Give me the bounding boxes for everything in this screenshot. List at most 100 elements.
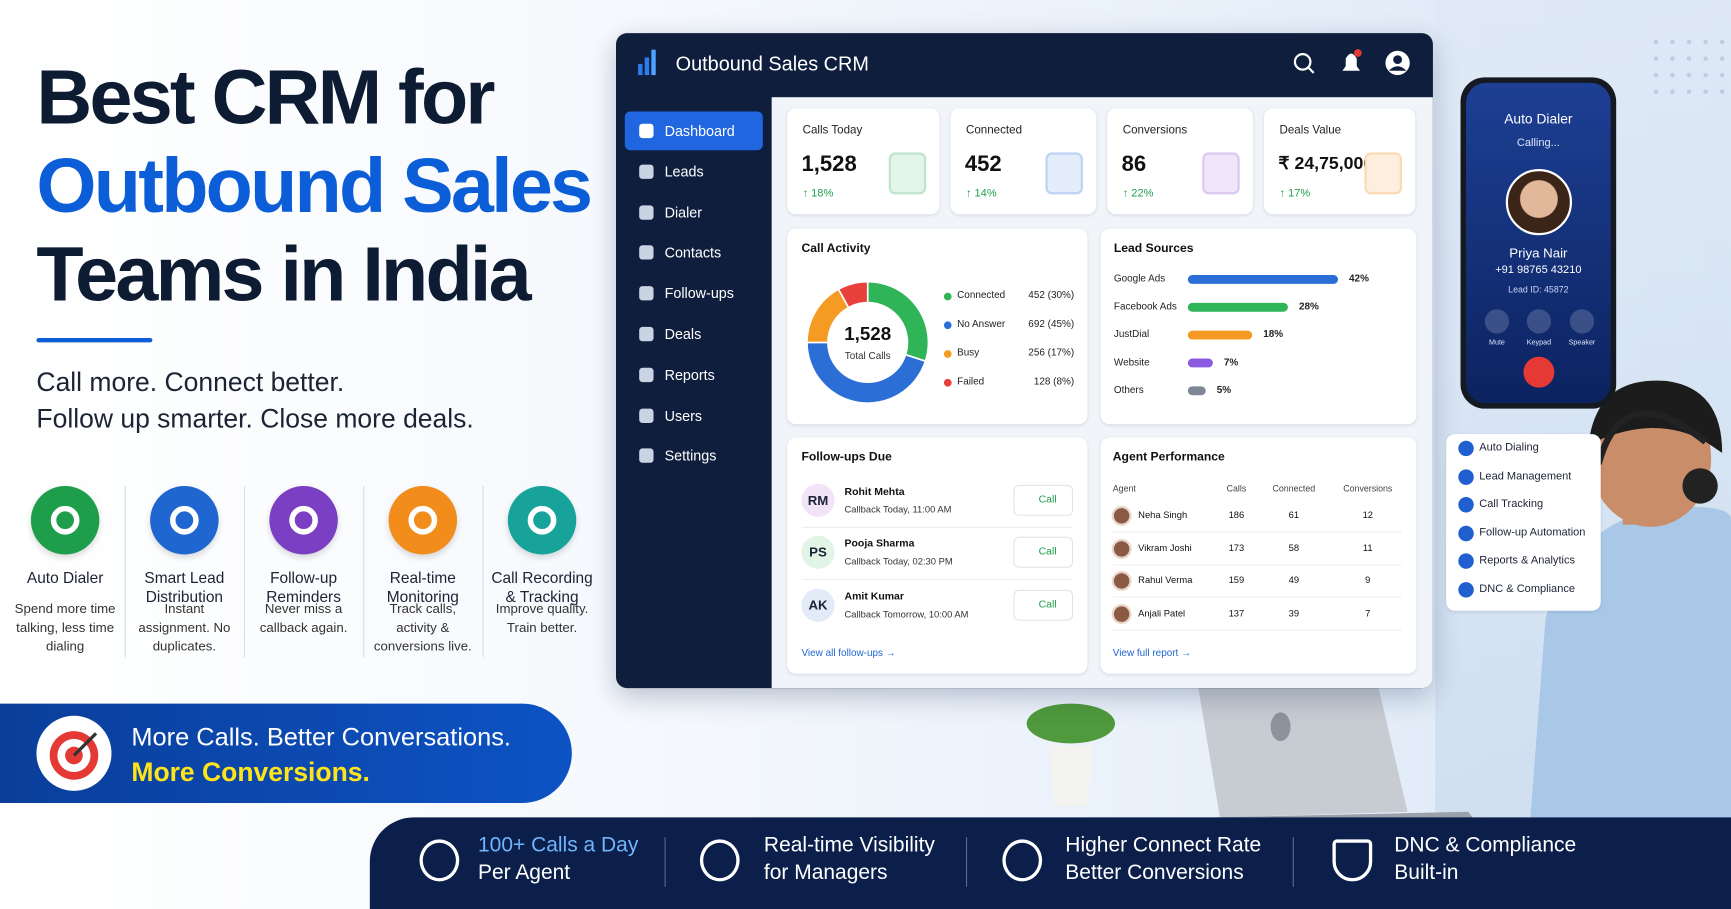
feature-separator	[124, 485, 126, 658]
legend-dot	[943, 378, 952, 387]
source-value: 5%	[1216, 384, 1232, 396]
headline-2: Outbound Sales	[36, 142, 593, 229]
bottom-icon	[699, 839, 740, 882]
bottom-separator	[965, 837, 968, 887]
followup-time: Callback Today, 11:00 AM	[844, 503, 952, 515]
stat-label: Connected	[965, 123, 1023, 137]
column-header: Agent	[1112, 483, 1136, 494]
agent-metric: 186	[1228, 509, 1245, 521]
row-separator	[801, 526, 1074, 528]
avatar: RM	[801, 483, 835, 517]
stat-icon	[1364, 152, 1403, 195]
stat-label: Conversions	[1122, 123, 1188, 137]
stat-value: 1,528	[801, 152, 857, 177]
phone-control-label: Keypad	[1526, 339, 1552, 347]
source-value: 28%	[1298, 300, 1319, 312]
nav-item: Deals	[664, 325, 702, 343]
agent-metric: 137	[1228, 606, 1245, 618]
feature-title: Real-time Monitoring	[386, 568, 459, 606]
agent-metric: 61	[1288, 509, 1300, 521]
card-title: Follow-ups Due	[801, 450, 892, 464]
legend-value: 452 (30%)	[1028, 289, 1075, 301]
agent-metric: 11	[1362, 541, 1373, 553]
legend-name: No Answer	[957, 318, 1006, 330]
agent-name: Vikram Joshi	[1138, 541, 1192, 553]
nav-item: Reports	[664, 366, 715, 384]
nav-item: Settings	[664, 447, 717, 465]
nav-icon	[639, 408, 654, 423]
feature-description: Improve quality. Train better.	[495, 600, 589, 636]
phone-control	[1484, 309, 1510, 334]
stat-icon	[888, 152, 927, 195]
legend-dot	[943, 350, 952, 358]
headline-underline	[36, 337, 153, 343]
column-header: Connected	[1272, 483, 1316, 494]
followup-name: Pooja Sharma	[844, 538, 915, 551]
card-title: Agent Performance	[1112, 450, 1225, 464]
agent-metric: 49	[1288, 574, 1300, 586]
nav-item: Users	[664, 407, 703, 424]
nav-icon	[639, 123, 654, 139]
feature-title: Smart Lead Distribution	[144, 568, 225, 606]
agent-metric: 9	[1365, 574, 1371, 586]
check-text: Follow-up Automation	[1479, 526, 1586, 539]
bottom-icon	[1002, 839, 1043, 882]
stat-icon	[1045, 152, 1083, 195]
source-name: Google Ads	[1113, 272, 1166, 284]
column-header: Calls	[1226, 483, 1247, 494]
legend-value: 128 (8%)	[1033, 375, 1075, 387]
stat-label: Deals Value	[1279, 123, 1342, 137]
agent-avatar	[1111, 538, 1132, 559]
caller-name: Priya Nair	[1509, 245, 1568, 261]
feature-icon-glyph	[170, 505, 199, 535]
nav-icon	[639, 204, 654, 220]
nav-icon	[639, 326, 654, 342]
agent-metric: 39	[1288, 606, 1300, 618]
tagline-1: Call more. Connect better.	[36, 367, 345, 398]
nav-icon	[639, 448, 654, 464]
bottom-line-1: 100+ Calls a Day	[478, 833, 639, 858]
bottom-line-1: Higher Connect Rate	[1065, 833, 1262, 858]
row-separator	[1112, 531, 1403, 533]
bottom-line-2: Better Conversions	[1065, 861, 1244, 885]
nav-icon	[639, 245, 654, 260]
check-text: Lead Management	[1479, 470, 1572, 483]
card-title: Call Activity	[801, 241, 871, 256]
feature-title: Follow-up Reminders	[266, 568, 341, 606]
source-name: Others	[1113, 384, 1144, 396]
bottom-bar	[369, 817, 1731, 909]
feature-icon-glyph	[50, 505, 80, 535]
nav-icon	[639, 164, 654, 179]
followup-time: Callback Tomorrow, 10:00 AM	[844, 608, 969, 620]
lead-sources-card	[1100, 228, 1417, 425]
check-icon	[1458, 525, 1474, 541]
banner-line-1: More Calls. Better Conversations.	[131, 722, 511, 752]
legend-dot	[943, 292, 952, 301]
feature-title: Auto Dialer	[26, 568, 104, 587]
followup-time: Callback Today, 02:30 PM	[844, 555, 953, 567]
call-button: Call	[1013, 589, 1074, 621]
stat-label: Calls Today	[802, 123, 863, 137]
bottom-icon	[1332, 839, 1373, 882]
bottom-line-1: Real-time Visibility	[763, 833, 935, 858]
stat-value: ₹ 24,75,000	[1278, 154, 1374, 174]
stat-value: 452	[964, 152, 1002, 177]
followup-name: Rohit Mehta	[844, 485, 905, 499]
feature-title: Call Recording & Tracking	[491, 568, 593, 606]
avatar: AK	[801, 588, 835, 622]
feature-icon-glyph	[289, 505, 318, 535]
phone-status: Calling...	[1516, 136, 1560, 150]
nav-icon	[639, 367, 654, 382]
phone-title: Auto Dialer	[1504, 111, 1573, 128]
banner-line-2: More Conversions.	[131, 757, 370, 788]
check-text: Call Tracking	[1479, 498, 1544, 511]
headline-1: Best CRM for	[36, 54, 495, 141]
donut-total-label: Total Calls	[844, 350, 891, 362]
legend-value: 692 (45%)	[1028, 318, 1075, 330]
followups-card	[787, 437, 1088, 674]
feature-separator	[363, 485, 365, 658]
agent-metric: 173	[1228, 541, 1245, 553]
dot-grid	[1653, 39, 1725, 94]
bottom-line-1: DNC & Compliance	[1394, 833, 1577, 858]
